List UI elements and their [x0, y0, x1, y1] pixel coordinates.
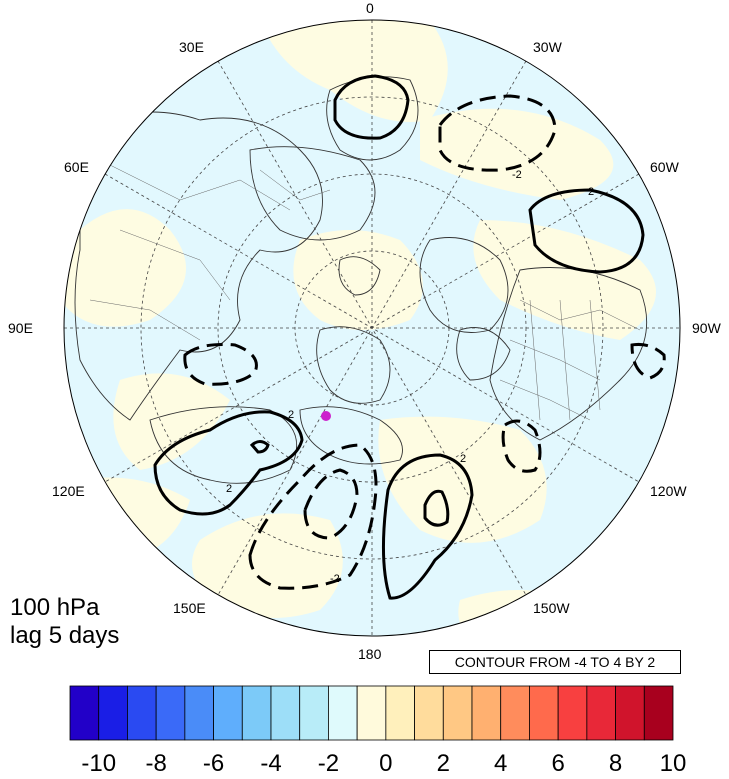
contour-label: 2 [588, 186, 594, 198]
political-borders [89, 159, 641, 421]
colorbar-swatch [500, 685, 530, 741]
colorbar-swatch [69, 685, 100, 741]
colorbar-swatch [442, 685, 473, 741]
contours [153, 74, 666, 600]
contour-label: -2 [330, 573, 340, 585]
lon-label-150w: 150W [533, 600, 570, 616]
colorbar-swatch [299, 685, 329, 741]
lon-label-60e: 60E [64, 159, 89, 175]
colorbar-swatch [615, 685, 645, 741]
lon-label-90w: 90W [692, 320, 722, 336]
pressure-level-title: 100 hPa [10, 594, 100, 621]
location-marker [321, 411, 331, 421]
lon-label-150e: 150E [173, 600, 206, 616]
contour-label: -2 [512, 169, 522, 181]
colorbar-swatch [127, 685, 157, 741]
colorbar-swatch [356, 685, 387, 741]
negative-contour [303, 468, 359, 540]
colorbar-tick-label: -6 [202, 750, 225, 777]
colorbar-swatch [643, 685, 674, 741]
lon-label-90e: 90E [8, 320, 33, 336]
colorbar-tick-label: 2 [436, 750, 450, 777]
positive-shading [64, 20, 656, 636]
colorbar-tick-label: 10 [659, 750, 687, 777]
negative-contour [248, 443, 378, 590]
colorbar-swatch [586, 685, 616, 741]
positive-contour [333, 74, 410, 140]
map-border [63, 19, 681, 637]
colorbar-swatch [155, 685, 186, 741]
coastlines [74, 76, 648, 484]
contour-label: 2 [288, 409, 294, 421]
positive-contour [249, 440, 270, 454]
colorbar-swatch [529, 685, 559, 741]
positive-contour [153, 410, 304, 516]
lon-label-120w: 120W [650, 483, 687, 499]
colorbar-swatch [98, 685, 128, 741]
negative-contour [630, 343, 666, 380]
colorbar-swatch [328, 685, 358, 741]
lon-label-0: 0 [366, 0, 374, 16]
negative-contour [183, 343, 258, 386]
colorbar-swatch [414, 685, 444, 741]
lon-label-120e: 120E [52, 483, 85, 499]
colorbar-tick-label: -10 [81, 750, 117, 777]
colorbar-swatch [557, 685, 588, 741]
meridians [64, 20, 680, 636]
lon-label-30e: 30E [179, 39, 204, 55]
positive-contour [528, 188, 645, 274]
positive-contour [381, 453, 474, 600]
colorbar-swatch [184, 685, 214, 741]
colorbar-tick-label: 4 [494, 750, 508, 777]
colorbar [69, 685, 674, 741]
colorbar-tick-label: -8 [145, 750, 167, 777]
colorbar-tick-label: 0 [379, 750, 393, 777]
negative-contour [438, 94, 557, 172]
colorbar-swatch [471, 685, 502, 741]
colorbar-tick-label: -4 [260, 750, 282, 777]
contour-label: 2 [226, 483, 232, 495]
contour-label: 2 [460, 453, 466, 465]
contour-labels: -2 2 2 -2 2 2 [226, 169, 594, 585]
negative-contour [501, 419, 542, 473]
colorbar-swatch [385, 685, 415, 741]
colorbar-tick-label: 8 [608, 750, 623, 777]
colorbar-swatch [270, 685, 301, 741]
colorbar-swatch [213, 685, 243, 741]
colorbar-tick-label: -2 [317, 750, 340, 777]
colorbar-swatch [241, 685, 272, 741]
colorbar-tick-label: 6 [551, 750, 565, 777]
lon-label-30w: 30W [533, 39, 563, 55]
lon-label-180: 180 [358, 646, 382, 662]
contour-info-box: CONTOUR FROM -4 TO 4 BY 2 [429, 650, 681, 674]
lag-title: lag 5 days [10, 622, 120, 649]
lon-label-60w: 60W [650, 159, 680, 175]
positive-contour [423, 489, 450, 527]
